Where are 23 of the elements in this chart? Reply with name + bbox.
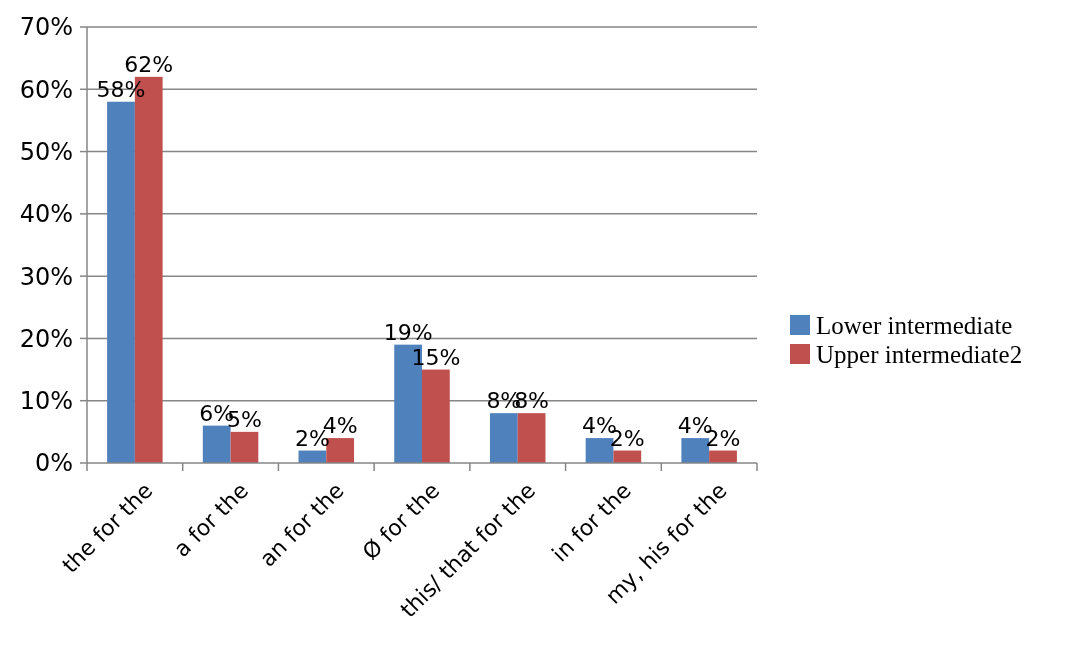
y-tick-label: 60%	[19, 75, 73, 104]
x-tick-label: in for the	[547, 477, 636, 567]
x-tick-label: a for the	[168, 477, 253, 562]
y-tick-label: 70%	[19, 13, 73, 42]
y-tick-label: 40%	[19, 200, 73, 229]
legend-label: Upper intermediate2	[816, 340, 1023, 368]
legend-label: Lower intermediate	[816, 311, 1013, 339]
x-tick-label: an for the	[254, 477, 349, 572]
bar	[202, 425, 231, 463]
y-tick-label: 10%	[19, 387, 73, 416]
y-tick-label: 30%	[19, 262, 73, 291]
y-tick-label: 20%	[19, 324, 73, 353]
x-tick-label: the for the	[57, 477, 158, 578]
y-tick-label: 0%	[34, 449, 73, 478]
data-label: 19%	[383, 319, 433, 345]
x-tick-label: Ø for the	[357, 477, 445, 565]
bar	[489, 413, 518, 463]
bar	[422, 369, 450, 463]
data-label: 62%	[124, 51, 174, 77]
bar	[107, 101, 135, 463]
bar	[517, 413, 546, 463]
y-tick-label: 50%	[19, 137, 73, 166]
bar	[230, 431, 259, 463]
